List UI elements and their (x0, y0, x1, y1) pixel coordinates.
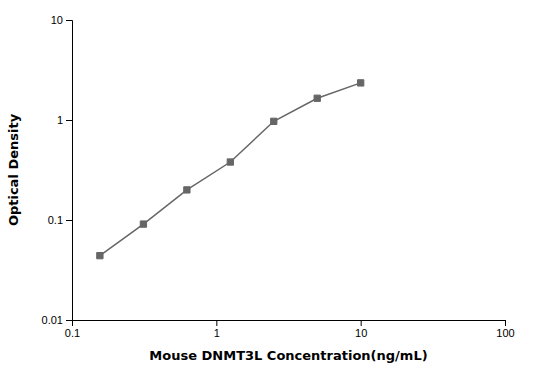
marker (97, 252, 103, 258)
tick-label: 100 (496, 327, 514, 339)
tick-label: 1 (57, 114, 63, 126)
tick-mark (361, 320, 362, 326)
tick-label: 0.1 (48, 214, 63, 226)
tick-label: 0.01 (42, 314, 63, 326)
y-axis-title: Optical Density (6, 113, 21, 226)
marker (314, 95, 320, 101)
tick-mark (66, 320, 72, 321)
tick-mark (216, 320, 217, 326)
tick: 0.01 (42, 314, 72, 326)
tick: 10 (51, 14, 72, 26)
x-axis-title: Mouse DNMT3L Concentration(ng/mL) (149, 348, 427, 363)
marker (227, 159, 233, 165)
tick-label: 10 (51, 14, 63, 26)
x-axis: 0.1 1 10 100 (65, 320, 515, 339)
chart: 0.11101000.010.1110Mouse DNMT3L Concentr… (0, 0, 533, 372)
axis-line (73, 321, 506, 327)
tick-mark (66, 20, 72, 21)
data-layer (97, 80, 364, 259)
tick-label: 10 (355, 327, 367, 339)
tick-mark (505, 320, 506, 326)
tick: 0.1 (65, 320, 80, 339)
tick: 0.1 (48, 214, 72, 226)
marker (184, 187, 190, 193)
y-axis: 0.01 0.1 1 10 (42, 14, 73, 326)
marker (140, 221, 146, 227)
tick-mark (66, 220, 72, 221)
marker (358, 80, 364, 86)
tick: 1 (214, 320, 220, 339)
plot-area: 0.11101000.010.1110 (42, 14, 515, 339)
tick: 1 (57, 114, 72, 126)
tick: 100 (496, 320, 514, 339)
tick-mark (66, 120, 72, 121)
line (100, 83, 361, 256)
marker (271, 118, 277, 124)
tick-label: 0.1 (65, 327, 80, 339)
axis-line (66, 21, 73, 321)
tick-label: 1 (214, 327, 220, 339)
tick: 10 (355, 320, 367, 339)
